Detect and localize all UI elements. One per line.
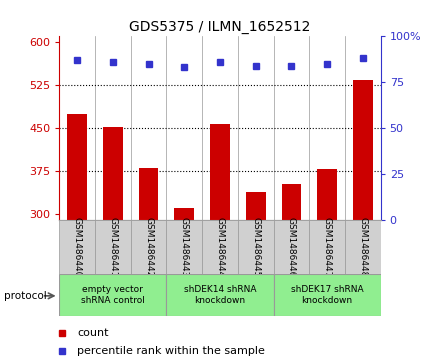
Text: count: count — [77, 328, 109, 338]
Bar — [210, 124, 230, 363]
Text: percentile rank within the sample: percentile rank within the sample — [77, 346, 265, 356]
Text: GSM1486441: GSM1486441 — [108, 217, 117, 277]
Text: GSM1486445: GSM1486445 — [251, 217, 260, 277]
Bar — [345, 220, 381, 274]
Bar — [246, 192, 265, 363]
Text: protocol: protocol — [4, 291, 47, 301]
Text: GSM1486443: GSM1486443 — [180, 217, 189, 277]
Bar — [59, 220, 95, 274]
Text: GSM1486447: GSM1486447 — [323, 217, 332, 277]
Bar — [166, 274, 274, 316]
Bar — [274, 220, 309, 274]
Title: GDS5375 / ILMN_1652512: GDS5375 / ILMN_1652512 — [129, 20, 311, 34]
Bar — [139, 168, 158, 363]
Text: GSM1486446: GSM1486446 — [287, 217, 296, 277]
Bar — [103, 127, 123, 363]
Bar — [309, 220, 345, 274]
Bar — [95, 220, 131, 274]
Text: shDEK14 shRNA
knockdown: shDEK14 shRNA knockdown — [184, 285, 256, 305]
Text: GSM1486442: GSM1486442 — [144, 217, 153, 277]
Bar — [175, 208, 194, 363]
Bar — [274, 274, 381, 316]
Bar — [59, 274, 166, 316]
Bar — [166, 220, 202, 274]
Text: GSM1486444: GSM1486444 — [216, 217, 224, 277]
Bar — [282, 184, 301, 363]
Bar — [202, 220, 238, 274]
Text: GSM1486440: GSM1486440 — [73, 217, 82, 277]
Text: shDEK17 shRNA
knockdown: shDEK17 shRNA knockdown — [291, 285, 363, 305]
Bar — [353, 81, 373, 363]
Text: GSM1486448: GSM1486448 — [358, 217, 367, 277]
Bar — [317, 169, 337, 363]
Bar — [67, 114, 87, 363]
Text: empty vector
shRNA control: empty vector shRNA control — [81, 285, 145, 305]
Bar — [131, 220, 166, 274]
Bar — [238, 220, 274, 274]
